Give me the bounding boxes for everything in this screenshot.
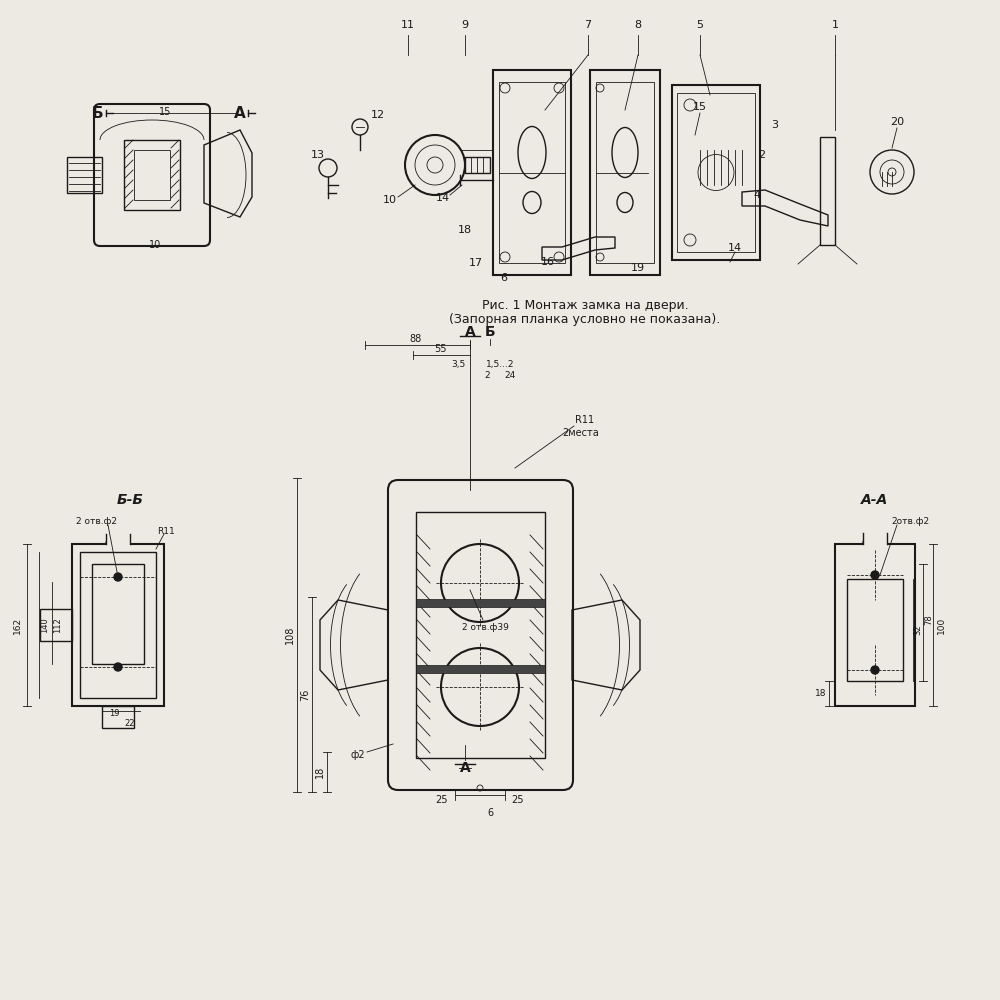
Circle shape: [114, 663, 122, 671]
Text: 18: 18: [315, 766, 325, 778]
Text: Б: Б: [485, 325, 495, 339]
Text: 1: 1: [832, 20, 838, 30]
Text: 3: 3: [772, 120, 778, 130]
Text: 2: 2: [484, 371, 490, 380]
Text: 10: 10: [149, 240, 161, 250]
Text: 2 отв.ф39: 2 отв.ф39: [462, 624, 508, 633]
Bar: [92, 564, 144, 664]
Bar: [134, 150, 170, 200]
Text: 162: 162: [12, 616, 22, 634]
Text: А: А: [465, 325, 475, 339]
Text: А-А: А-А: [861, 493, 889, 507]
Text: 78: 78: [924, 615, 934, 625]
Circle shape: [871, 571, 879, 579]
Text: 18: 18: [458, 225, 472, 235]
Text: 88: 88: [409, 334, 421, 344]
Bar: [596, 82, 654, 263]
Text: 25: 25: [512, 795, 524, 805]
Bar: [677, 93, 755, 252]
Bar: [106, 532, 130, 548]
Bar: [416, 599, 545, 607]
Text: 2: 2: [758, 150, 766, 160]
Text: 2 отв.ф2: 2 отв.ф2: [76, 518, 116, 526]
Bar: [40, 609, 72, 641]
Text: R11: R11: [575, 415, 595, 425]
Text: 19: 19: [109, 710, 119, 718]
Bar: [499, 82, 565, 263]
Text: 14: 14: [436, 193, 450, 203]
Text: 3,5: 3,5: [451, 360, 465, 369]
Text: 16: 16: [541, 257, 555, 267]
Text: 5: 5: [696, 20, 704, 30]
Bar: [590, 70, 660, 275]
Text: 22: 22: [125, 720, 135, 728]
Text: 6: 6: [487, 808, 493, 818]
Text: Рис. 1 Монтаж замка на двери.: Рис. 1 Монтаж замка на двери.: [482, 298, 688, 312]
Text: R11: R11: [157, 528, 175, 536]
Text: 55: 55: [434, 344, 446, 354]
Text: 19: 19: [631, 263, 645, 273]
Bar: [820, 137, 835, 245]
Text: 25: 25: [436, 795, 448, 805]
Text: 6: 6: [501, 273, 508, 283]
Text: 2места: 2места: [563, 428, 599, 438]
Bar: [835, 544, 915, 706]
Text: 1,5...2: 1,5...2: [486, 360, 514, 369]
Circle shape: [114, 573, 122, 581]
Text: Б: Б: [91, 105, 103, 120]
Bar: [67, 157, 102, 193]
Bar: [847, 579, 903, 681]
Text: 108: 108: [285, 626, 295, 644]
Text: ф2: ф2: [351, 750, 365, 760]
Text: 17: 17: [469, 258, 483, 268]
Bar: [493, 70, 571, 275]
Bar: [863, 530, 887, 546]
Text: 2отв.ф2: 2отв.ф2: [891, 518, 929, 526]
Text: (Запорная планка условно не показана).: (Запорная планка условно не показана).: [449, 312, 721, 326]
Bar: [416, 665, 545, 673]
Text: 4: 4: [753, 190, 761, 200]
Bar: [465, 157, 490, 173]
Bar: [102, 706, 134, 728]
Bar: [80, 552, 156, 698]
Text: 9: 9: [461, 20, 469, 30]
Bar: [72, 544, 164, 706]
Text: 8: 8: [634, 20, 642, 30]
Text: 7: 7: [584, 20, 592, 30]
Text: 10: 10: [383, 195, 397, 205]
Text: 14: 14: [728, 243, 742, 253]
Text: 11: 11: [401, 20, 415, 30]
Text: 15: 15: [693, 102, 707, 112]
Text: 24: 24: [504, 371, 516, 380]
Text: 100: 100: [936, 616, 946, 634]
Circle shape: [871, 666, 879, 674]
Text: 20: 20: [890, 117, 904, 127]
Bar: [124, 140, 180, 210]
Bar: [672, 85, 760, 260]
Text: А: А: [460, 761, 470, 775]
Text: 140: 140: [40, 617, 50, 633]
Text: 12: 12: [371, 110, 385, 120]
Bar: [416, 512, 545, 758]
Text: А: А: [234, 105, 246, 120]
Text: 18: 18: [815, 690, 827, 698]
Text: Б-Б: Б-Б: [116, 493, 144, 507]
Text: 32: 32: [914, 625, 922, 635]
Text: 15: 15: [159, 107, 171, 117]
Text: 76: 76: [300, 688, 310, 701]
Text: 112: 112: [54, 617, 62, 633]
Text: 13: 13: [311, 150, 325, 160]
